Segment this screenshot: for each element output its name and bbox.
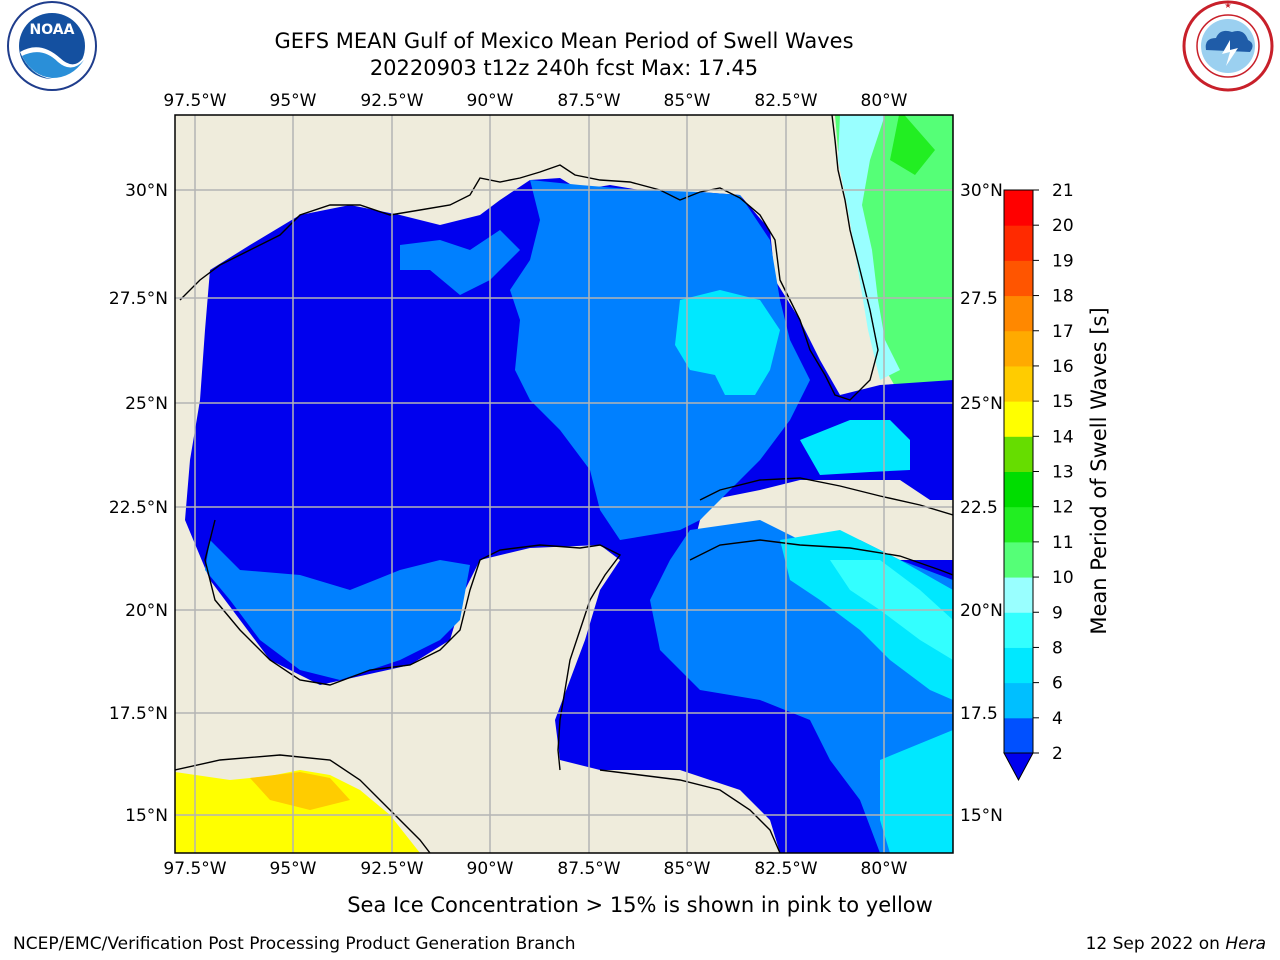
colorbar-block — [1004, 717, 1033, 754]
date-stamp: 12 Sep 2022 on Hera — [1086, 934, 1266, 954]
map-subtitle: 20220903 t12z 240h fcst Max: 17.45 — [370, 56, 758, 80]
lat-label: 25°N — [960, 394, 1003, 414]
lat-label: 25°N — [125, 394, 168, 414]
colorbar-tick-label: 19 — [1052, 251, 1074, 271]
colorbar-block — [1004, 506, 1033, 543]
swell-zone-cyan-caribbean — [780, 530, 953, 700]
graticule — [175, 115, 953, 853]
lon-label: 80°W — [861, 91, 908, 111]
lon-label: 85°W — [664, 859, 711, 879]
colorbar-block — [1004, 436, 1033, 472]
colorbar-tick-label: 12 — [1052, 498, 1074, 518]
colorbar-tick-label: 18 — [1052, 287, 1074, 307]
lat-label: 27.5°N — [109, 289, 168, 309]
nws-logo-ring-star: ★ — [1224, 1, 1231, 10]
colorbar-block — [1004, 190, 1033, 226]
colorbar-block — [1004, 225, 1033, 261]
lon-label: 90°W — [467, 859, 514, 879]
colorbar-under-arrow — [1003, 752, 1034, 782]
colorbar-tick-label: 2 — [1052, 744, 1063, 764]
lon-label: 97.5°W — [163, 859, 226, 879]
nws-logo: ★ — [1182, 0, 1274, 92]
colorbar-block — [1004, 330, 1033, 367]
colorbar-tick-label: 15 — [1052, 392, 1074, 412]
colorbar-block — [1004, 471, 1033, 508]
credit-text: NCEP/EMC/Verification Post Processing Pr… — [13, 934, 576, 954]
colorbar-block — [1004, 647, 1033, 684]
lat-label: 17.5°N — [109, 704, 168, 724]
colorbar-block — [1004, 295, 1033, 332]
swell-zone-green-patch — [890, 115, 935, 175]
lon-label: 82.5°W — [754, 859, 817, 879]
swell-zone-cyan-central — [675, 290, 780, 395]
lat-label: 15°N — [960, 806, 1003, 826]
swell-zone-cyan-south — [880, 730, 953, 853]
colorbar-tick-label: 17 — [1052, 322, 1074, 342]
lat-label: 17.5 — [960, 704, 998, 724]
host-name: Hera — [1225, 934, 1266, 954]
colorbar-label: Mean Period of Swell Waves [s] — [1087, 307, 1111, 634]
colorbar-block — [1004, 541, 1033, 578]
swell-zone-pacific-orange — [250, 772, 350, 810]
lat-label: 22.5 — [960, 498, 998, 518]
colorbar-tick-label: 11 — [1052, 533, 1074, 553]
lat-labels-right: 30°N 27.5 25°N 22.5 20°N 17.5 15°N — [960, 181, 1003, 826]
colorbar: 2 4 6 8 9 10 11 12 13 14 15 16 17 18 19 20 21 Mean Perio… — [1003, 181, 1111, 782]
swell-zone-atlantic-coast — [838, 115, 900, 380]
swell-zone-gulf-east — [510, 180, 810, 540]
lon-label: 90°W — [467, 91, 514, 111]
lon-label: 82.5°W — [754, 91, 817, 111]
colorbar-tick-label: 10 — [1052, 568, 1074, 588]
colorbar-tick-label: 4 — [1052, 709, 1063, 729]
map-title: GEFS MEAN Gulf of Mexico Mean Period of … — [274, 29, 853, 53]
colorbar-tick-label: 8 — [1052, 638, 1063, 658]
lon-label: 87.5°W — [557, 859, 620, 879]
lon-label: 92.5°W — [360, 859, 423, 879]
colorbar-tick-label: 14 — [1052, 427, 1074, 447]
lon-label: 95°W — [270, 91, 317, 111]
lat-label: 15°N — [125, 806, 168, 826]
lat-label: 22.5°N — [109, 498, 168, 518]
lat-label: 20°N — [125, 601, 168, 621]
colorbar-block — [1004, 577, 1033, 613]
noaa-logo: NOAA — [7, 1, 97, 91]
colorbar-tick-label: 21 — [1052, 181, 1074, 201]
lon-label: 95°W — [270, 859, 317, 879]
colorbar-blocks — [1004, 190, 1033, 754]
lon-label: 85°W — [664, 91, 711, 111]
colorbar-ticks: 2 4 6 8 9 10 11 12 13 14 15 16 17 18 19 20 21 — [1033, 181, 1074, 764]
sea-ice-note: Sea Ice Concentration > 15% is shown in … — [347, 893, 933, 917]
colorbar-tick-label: 9 — [1052, 603, 1063, 623]
swell-zone-pacific — [175, 770, 420, 853]
lat-label: 30°N — [125, 181, 168, 201]
date-text: 12 Sep 2022 on — [1086, 934, 1226, 954]
colorbar-block — [1004, 682, 1033, 719]
map-panel — [175, 115, 953, 853]
colorbar-tick-label: 20 — [1052, 216, 1074, 236]
colorbar-block — [1004, 260, 1033, 297]
lat-label: 27.5 — [960, 289, 998, 309]
lon-label: 92.5°W — [360, 91, 423, 111]
lat-labels-left: 30°N 27.5°N 25°N 22.5°N 20°N 17.5°N 15°N — [109, 181, 168, 826]
colorbar-tick-label: 13 — [1052, 463, 1074, 483]
lat-label: 20°N — [960, 601, 1003, 621]
lon-labels-bottom: 97.5°W 95°W 92.5°W 90°W 87.5°W 85°W 82.5… — [163, 859, 907, 879]
swell-zone-cyan-straits — [800, 420, 910, 475]
noaa-logo-text: NOAA — [30, 22, 75, 38]
lon-label: 97.5°W — [163, 91, 226, 111]
colorbar-block — [1004, 365, 1033, 402]
colorbar-tick-label: 6 — [1052, 674, 1063, 694]
colorbar-tick-label: 16 — [1052, 357, 1074, 377]
map-frame — [174, 114, 954, 854]
colorbar-block — [1004, 401, 1033, 437]
lat-label: 30°N — [960, 181, 1003, 201]
lon-label: 80°W — [861, 859, 908, 879]
lon-label: 87.5°W — [557, 91, 620, 111]
lon-labels-top: 97.5°W 95°W 92.5°W 90°W 87.5°W 85°W 82.5… — [163, 91, 907, 111]
colorbar-block — [1004, 612, 1033, 648]
